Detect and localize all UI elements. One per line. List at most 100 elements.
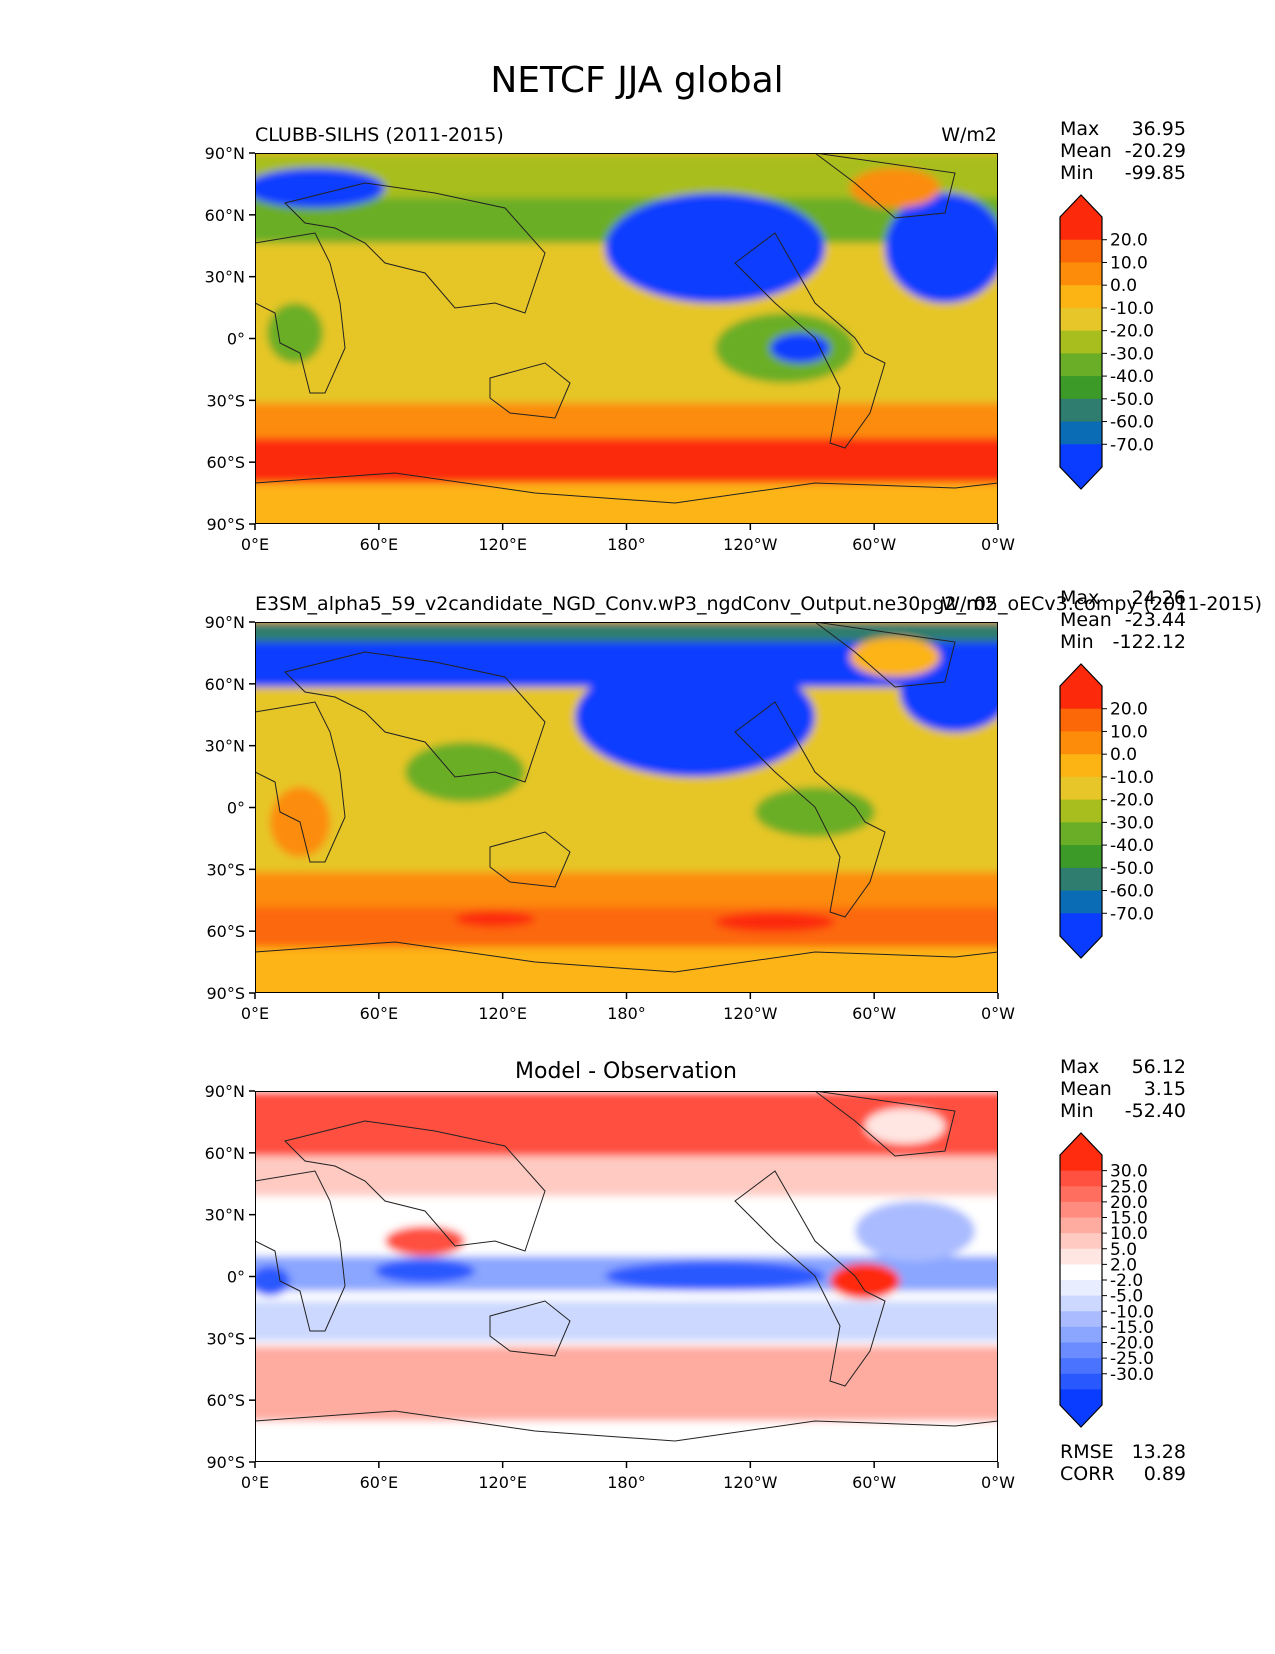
p1-greenland xyxy=(850,168,940,208)
p1-colorbar-segment xyxy=(1060,262,1102,286)
p2-colorbar-tick-label: -20.0 xyxy=(1110,791,1154,811)
p3-greenland-white xyxy=(865,1108,945,1144)
p3-colorbar-tick-label: -25.0 xyxy=(1110,1349,1154,1369)
p3-band-shmid xyxy=(255,1346,998,1421)
p3-pos-ind xyxy=(385,1226,465,1256)
p1-colorbar-tick-label: 20.0 xyxy=(1110,231,1148,251)
p2-xtick-label: 120°E xyxy=(478,1004,527,1023)
p2-stats-mean-label: Mean xyxy=(1060,609,1112,631)
p3-ytick-label: 30°N xyxy=(205,1206,245,1225)
p1-colorbar-segment xyxy=(1060,444,1102,468)
p2-colorbar-segment xyxy=(1060,708,1102,732)
panel-1-title: CLUBB-SILHS (2011-2015) xyxy=(255,124,504,146)
p2-ytick-label: 60°N xyxy=(205,675,245,694)
p2-colorbar-tick-label: 0.0 xyxy=(1110,745,1137,765)
p3-colorbar-bottom-cap xyxy=(1060,1405,1102,1427)
p3-stats-mean-label: Mean xyxy=(1060,1078,1112,1100)
p1-xtick-label: 60°W xyxy=(852,535,896,554)
rmse-label: RMSE xyxy=(1060,1441,1114,1463)
p1-xtick-label: 180° xyxy=(607,535,646,554)
panel-3-metrics: RMSE 13.28 CORR 0.89 xyxy=(1060,1441,1186,1485)
panel-1: CLUBB-SILHS (2011-2015) W/m2 xyxy=(255,124,998,524)
p2-colorbar-bottom-cap xyxy=(1060,936,1102,958)
p1-stats-mean-label: Mean xyxy=(1060,140,1112,162)
panel-1-units: W/m2 xyxy=(941,124,997,146)
p1-band-storm xyxy=(255,438,998,483)
p2-band-shsub xyxy=(255,812,998,872)
p2-colorbar-segment xyxy=(1060,913,1102,937)
p2-storm-red2 xyxy=(455,911,535,927)
p1-band-sh-orange xyxy=(255,403,998,438)
p1-colorbar-tick-label: -30.0 xyxy=(1110,344,1154,364)
corr-value: 0.89 xyxy=(1144,1463,1186,1485)
p3-xtick-label: 120°E xyxy=(478,1473,527,1492)
p2-colorbar: 20.010.0 0.0 -10.0 -20.0-30.0 -40.0 -50.0 -60.… xyxy=(1059,663,1154,959)
p2-xtick-label: 60°W xyxy=(852,1004,896,1023)
p3-colorbar-segment xyxy=(1060,1201,1102,1218)
p2-colorbar-segment xyxy=(1060,731,1102,755)
p1-blue-eqpac xyxy=(770,333,830,363)
panel-1-stats: Max 36.95 Mean -20.29 Min -99.85 xyxy=(1060,118,1186,184)
p1-colorbar-tick-label: 0.0 xyxy=(1110,276,1137,296)
corr-label: CORR xyxy=(1060,1463,1115,1485)
p3-stats-min: -52.40 xyxy=(1125,1100,1186,1122)
p1-colorbar-tick-label: -10.0 xyxy=(1110,299,1154,319)
p3-colorbar-segment xyxy=(1060,1248,1102,1265)
p1-colorbar-tick-label: -50.0 xyxy=(1110,390,1154,410)
p3-colorbar-tick-label: 15.0 xyxy=(1110,1209,1148,1229)
p1-colorbar-segment xyxy=(1060,376,1102,400)
p3-band-shsub xyxy=(255,1301,998,1341)
p2-ytick-label: 60°S xyxy=(206,922,245,941)
panel-2-stats: Max 24.26 Mean -23.44 Min -122.12 xyxy=(1060,587,1186,653)
p1-arctic-blue xyxy=(255,168,385,208)
p1-colorbar-tick-label: 10.0 xyxy=(1110,253,1148,273)
p2-colorbar-segment xyxy=(1060,754,1102,778)
p3-colorbar-segment xyxy=(1060,1389,1102,1406)
p2-xtick-label: 180° xyxy=(607,1004,646,1023)
p1-stats-mean: -20.29 xyxy=(1125,140,1186,162)
p1-band-antarctic xyxy=(255,483,998,524)
p2-colorbar-segment xyxy=(1060,686,1102,710)
p3-xtick-label: 0°W xyxy=(981,1473,1015,1492)
p2-coastlines xyxy=(255,622,998,973)
p3-colorbar-segment xyxy=(1060,1170,1102,1187)
p2-ytick-label: 0° xyxy=(227,799,245,818)
p3-ytick-label: 60°S xyxy=(206,1391,245,1410)
panel-1-map xyxy=(255,153,998,524)
p1-atl-blue xyxy=(885,193,998,303)
p1-colorbar-tick-label: -70.0 xyxy=(1110,435,1154,455)
p2-xtick-label: 120°W xyxy=(723,1004,778,1023)
panel-2: E3SM_alpha5_59_v2candidate_NGD_Conv.wP3_… xyxy=(255,593,1262,993)
p1-xtick-label: 60°E xyxy=(360,535,398,554)
p1-colorbar-segment xyxy=(1060,421,1102,445)
p3-colorbar-segment xyxy=(1060,1186,1102,1203)
colorbar-layer: 20.010.00.0-10.0-20.0-30.0-40.0-50.0-60.… xyxy=(1059,194,1154,1428)
p2-greenland xyxy=(850,637,940,677)
p3-colorbar-segment xyxy=(1060,1311,1102,1328)
p2-band-storm xyxy=(255,907,998,947)
p3-xtick-label: 0°E xyxy=(241,1473,269,1492)
panel-2-map xyxy=(255,622,998,993)
p1-ytick-label: 30°N xyxy=(205,268,245,287)
p1-colorbar-bottom-cap xyxy=(1060,467,1102,489)
p3-ytick-label: 90°S xyxy=(206,1453,245,1472)
panel-3-map xyxy=(255,1091,998,1462)
p2-stats-max: 24.26 xyxy=(1132,587,1186,609)
p1-xtick-label: 0°W xyxy=(981,535,1015,554)
p3-colorbar-segment xyxy=(1060,1233,1102,1250)
p1-colorbar-top-cap xyxy=(1060,195,1102,217)
p3-colorbar-segment xyxy=(1060,1326,1102,1343)
p2-green-eqpac xyxy=(755,787,875,837)
p2-ytick-label: 90°N xyxy=(205,613,245,632)
panel-2-units: W/m2 xyxy=(941,593,997,615)
p1-ytick-label: 90°S xyxy=(206,515,245,534)
p3-neg-eqpac xyxy=(605,1261,825,1291)
p2-band-antarctic xyxy=(255,947,998,993)
p1-colorbar-outline xyxy=(1059,194,1103,490)
p1-colorbar-tick-label: -40.0 xyxy=(1110,367,1154,387)
p1-band-tropics xyxy=(255,298,998,333)
p2-colorbar-tick-label: -70.0 xyxy=(1110,904,1154,924)
p3-colorbar-segment xyxy=(1060,1155,1102,1172)
p3-colorbar-segment xyxy=(1060,1280,1102,1297)
